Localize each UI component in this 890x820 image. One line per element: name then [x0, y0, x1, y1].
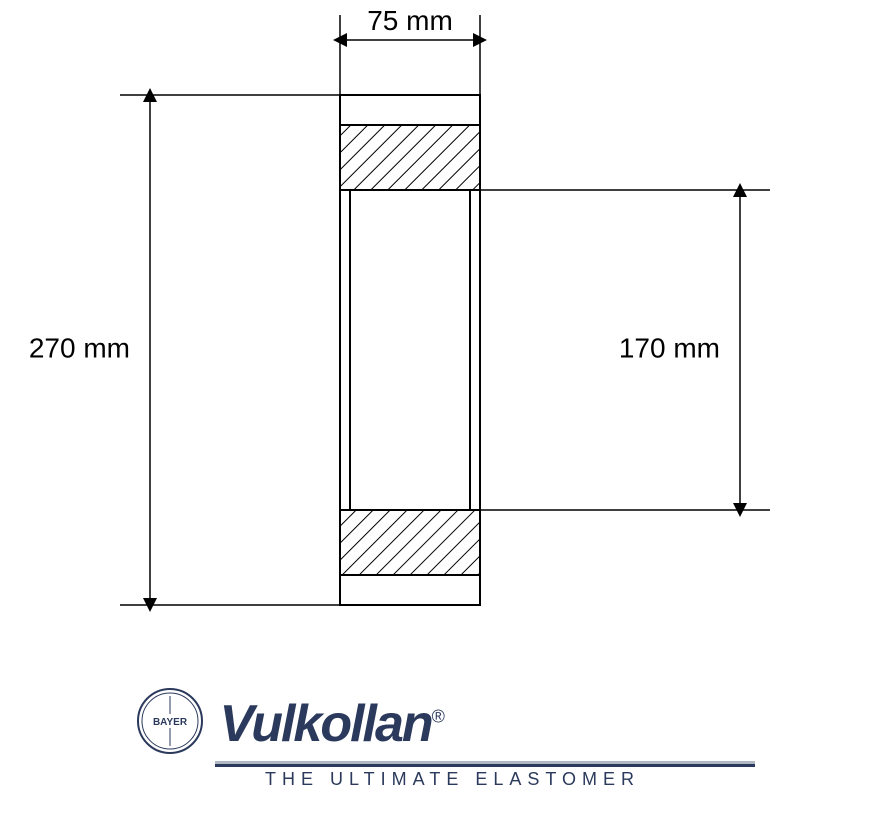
- brand-name: Vulkollan®: [219, 694, 442, 754]
- registered-mark: ®: [432, 706, 443, 726]
- brand-logo-block: BAYER Vulkollan® THE ULTIMATE ELASTOMER: [0, 686, 890, 790]
- svg-text:BAYER: BAYER: [153, 717, 188, 728]
- brand-name-text: Vulkollan: [219, 695, 431, 753]
- brand-underline-icon: [215, 761, 755, 767]
- dim-inner-height-label: 170 mm: [619, 332, 720, 363]
- dim-outer-height-label: 270 mm: [29, 332, 130, 363]
- technical-drawing: 75 mm 270 mm 170 mm: [0, 0, 890, 700]
- drawing-svg: 75 mm 270 mm 170 mm: [0, 0, 890, 700]
- dim-width-label: 75 mm: [367, 5, 453, 36]
- brand-tagline: THE ULTIMATE ELASTOMER: [135, 769, 640, 790]
- bayer-crest-icon: BAYER: [135, 686, 205, 761]
